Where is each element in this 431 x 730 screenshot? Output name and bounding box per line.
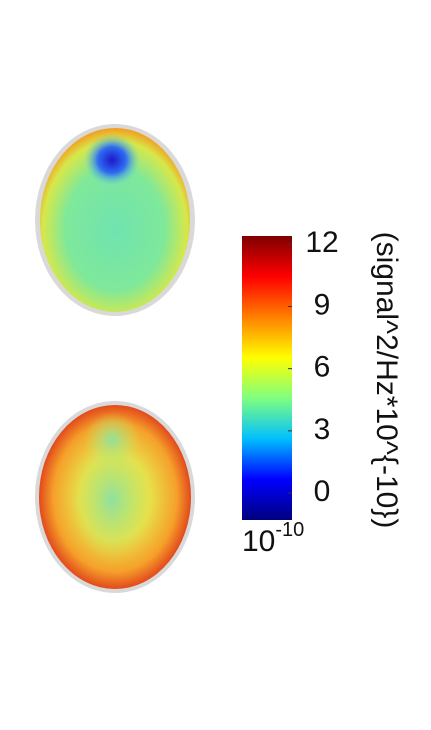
offset-exponent: -10	[275, 519, 304, 541]
colorbar-tick-label: 9	[314, 288, 331, 321]
head-map-bottom	[35, 401, 195, 593]
colorbar	[242, 236, 292, 520]
colorbar-tick-label: 12	[305, 226, 338, 259]
colorbar-tick-label: 0	[314, 475, 331, 508]
offset-text: 10-10	[242, 519, 304, 558]
colorbar-tick-label: 6	[314, 351, 331, 384]
offset-base: 10	[242, 525, 275, 558]
colorbar-label: (signal^2/Hz*10^{-10})	[370, 232, 403, 529]
head-map-top	[35, 124, 195, 316]
colorbar-tick-label: 3	[314, 413, 331, 446]
